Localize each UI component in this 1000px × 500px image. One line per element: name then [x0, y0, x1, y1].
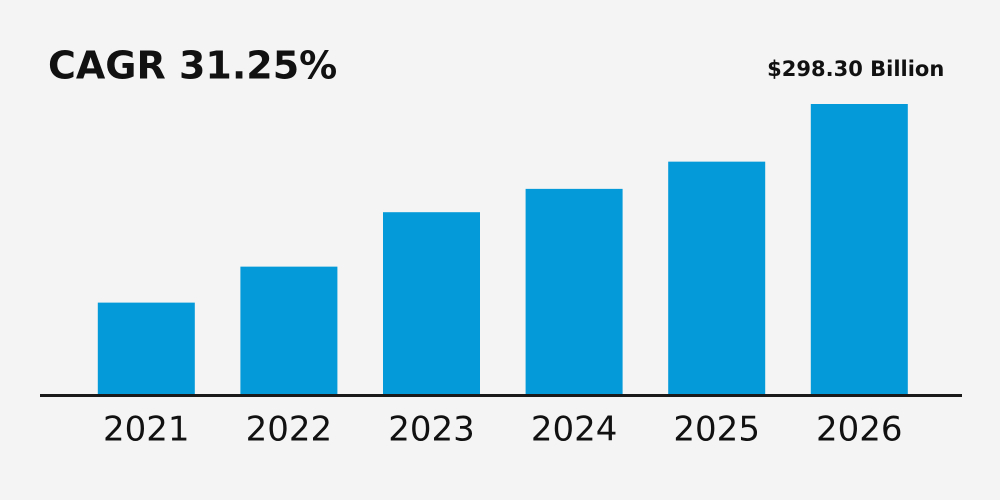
- chart-title: CAGR 31.25%: [48, 44, 337, 88]
- x-tick-label: 2026: [816, 410, 903, 450]
- bar: [810, 104, 908, 394]
- x-tick-label: 2021: [103, 410, 190, 450]
- x-tick-label: 2022: [246, 410, 333, 450]
- x-tick-label: 2025: [673, 410, 760, 450]
- bar: [97, 302, 195, 394]
- bar: [240, 266, 338, 394]
- x-tick-label: 2023: [388, 410, 475, 450]
- bar: [383, 212, 480, 394]
- value-label: $298.30 Billion: [767, 57, 944, 81]
- bar: [668, 161, 766, 394]
- bar: [525, 188, 623, 394]
- x-tick-label: 2024: [531, 410, 618, 450]
